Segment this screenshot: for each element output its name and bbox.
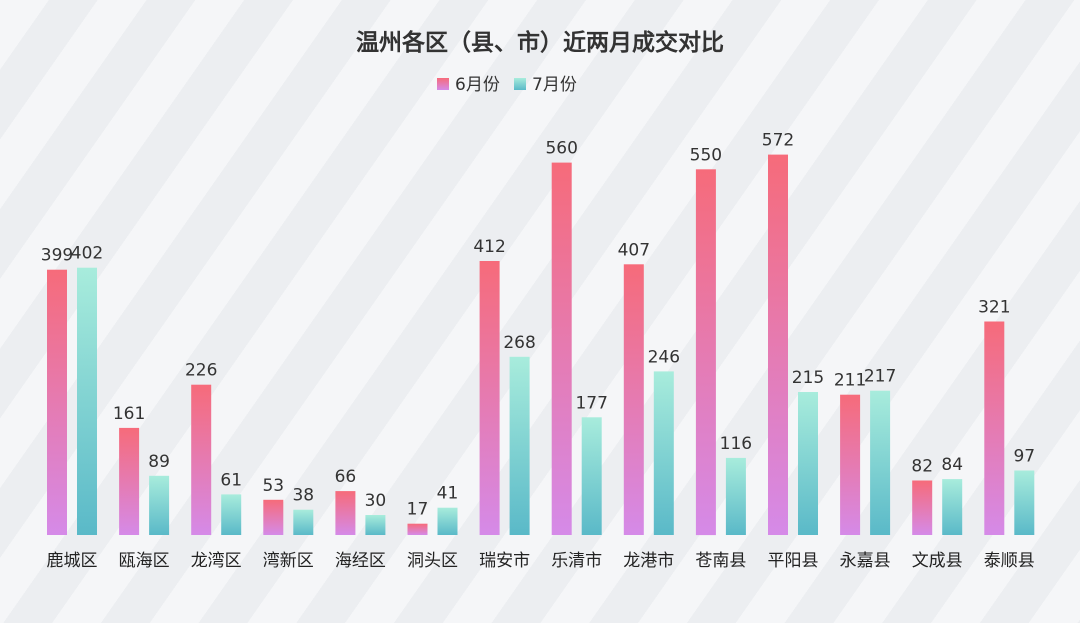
legend-label-june: 6月份 — [455, 75, 500, 95]
value-label-july-12: 84 — [941, 455, 963, 475]
value-label-july-1: 89 — [148, 452, 170, 472]
chart-title: 温州各区（县、市）近两月成交对比 — [356, 29, 724, 56]
value-label-july-7: 177 — [575, 393, 607, 413]
category-label-12: 文成县 — [912, 551, 963, 571]
bar-july-6 — [509, 356, 530, 535]
bar-june-1 — [119, 427, 140, 535]
value-label-june-4: 66 — [335, 467, 357, 487]
bar-june-11 — [840, 394, 861, 535]
value-label-july-9: 116 — [720, 434, 752, 454]
category-label-1: 瓯海区 — [119, 551, 170, 571]
category-label-0: 鹿城区 — [47, 551, 98, 571]
bar-july-10 — [798, 392, 818, 535]
value-label-july-10: 215 — [792, 368, 824, 388]
bar-june-0 — [47, 269, 67, 535]
bar-july-0 — [77, 267, 97, 535]
category-label-7: 乐清市 — [551, 551, 602, 571]
bar-july-7 — [581, 417, 602, 535]
value-label-july-5: 41 — [437, 484, 459, 504]
value-label-june-2: 226 — [185, 361, 217, 381]
bar-july-3 — [293, 509, 314, 535]
value-label-june-1: 161 — [113, 404, 145, 424]
value-label-july-13: 97 — [1013, 447, 1035, 467]
bar-june-12 — [912, 480, 933, 535]
bar-june-6 — [479, 261, 500, 535]
category-label-2: 龙湾区 — [191, 551, 242, 571]
bar-june-2 — [191, 384, 212, 535]
bar-june-4 — [335, 491, 356, 535]
bars-layer — [47, 154, 1035, 536]
bar-june-7 — [551, 162, 572, 535]
bar-june-8 — [623, 264, 644, 535]
legend: 6月份 7月份 — [437, 75, 577, 95]
category-label-13: 泰顺县 — [984, 551, 1035, 571]
legend-label-july: 7月份 — [532, 75, 577, 95]
value-label-june-5: 17 — [407, 500, 429, 520]
value-label-june-8: 407 — [618, 240, 650, 260]
category-label-3: 湾新区 — [263, 551, 314, 571]
bar-june-9 — [695, 169, 716, 536]
value-label-july-4: 30 — [365, 491, 387, 511]
category-label-11: 永嘉县 — [840, 551, 891, 571]
category-label-6: 瑞安市 — [479, 551, 530, 571]
value-label-june-11: 211 — [834, 371, 866, 391]
category-label-8: 龙港市 — [623, 551, 674, 571]
value-label-june-0: 399 — [41, 246, 73, 266]
bar-june-5 — [407, 523, 428, 535]
value-label-july-2: 61 — [220, 470, 242, 490]
bar-july-4 — [365, 515, 386, 535]
bar-july-11 — [870, 390, 891, 535]
category-label-5: 洞头区 — [407, 551, 458, 571]
category-label-10: 平阳县 — [768, 551, 819, 571]
value-label-july-11: 217 — [864, 367, 896, 387]
value-label-june-7: 560 — [545, 139, 577, 159]
legend-swatch-june — [437, 78, 449, 90]
legend-swatch-july — [514, 78, 526, 90]
value-label-june-12: 82 — [911, 457, 933, 477]
value-label-june-9: 550 — [690, 145, 722, 165]
bar-july-13 — [1014, 470, 1035, 535]
bar-july-9 — [725, 457, 746, 535]
value-label-july-3: 38 — [292, 486, 314, 506]
value-label-july-8: 246 — [648, 347, 680, 367]
bar-july-1 — [149, 475, 170, 535]
bar-june-13 — [984, 321, 1005, 535]
value-label-june-10: 572 — [762, 131, 794, 151]
bar-july-8 — [653, 371, 674, 535]
value-label-june-6: 412 — [473, 237, 505, 257]
value-label-june-3: 53 — [262, 476, 284, 496]
value-label-june-13: 321 — [978, 298, 1010, 318]
value-label-july-6: 268 — [503, 333, 535, 353]
bar-june-3 — [263, 499, 284, 535]
value-label-july-0: 402 — [71, 244, 103, 264]
bar-july-12 — [942, 479, 963, 535]
bar-june-10 — [768, 154, 788, 535]
bar-july-5 — [437, 507, 458, 535]
category-label-9: 苍南县 — [695, 551, 746, 571]
bar-july-2 — [221, 494, 242, 535]
category-labels-layer: 鹿城区 瓯海区 龙湾区 湾新区 海经区 洞头区 瑞安市 乐清市 龙港市 苍南县 平阳县 永嘉县 文成县 泰… — [47, 551, 1035, 571]
category-label-4: 海经区 — [335, 551, 386, 571]
